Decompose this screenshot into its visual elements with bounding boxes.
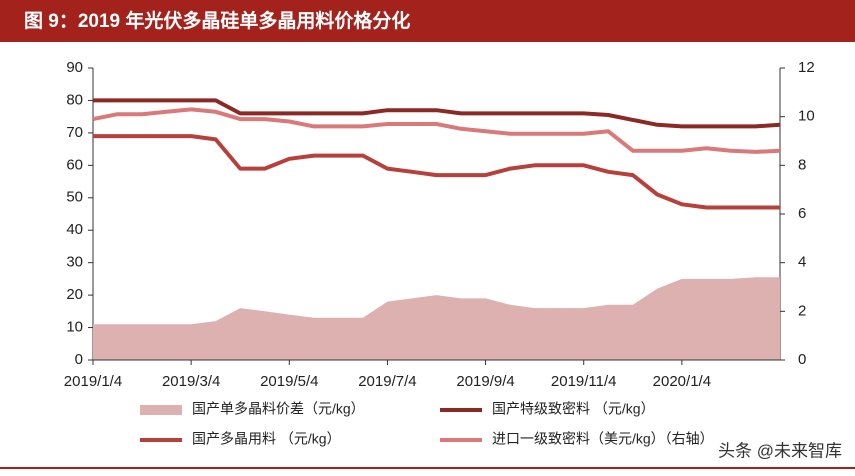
line [93, 134, 780, 210]
y2-tick-label: 0 [798, 351, 806, 368]
y-tick-label: 20 [66, 286, 83, 303]
y2-tick-label: 12 [798, 59, 815, 76]
x-tick-label: 2019/9/4 [456, 373, 514, 390]
chart-title: 图 9：2019 年光伏多晶硅单多晶用料价格分化 [24, 9, 410, 32]
y-tick-label: 0 [75, 351, 83, 368]
y2-tick-label: 2 [798, 302, 806, 319]
x-tick-label: 2019/1/4 [64, 373, 122, 390]
area [93, 277, 780, 360]
y-tick-label: 80 [66, 91, 83, 108]
x-tick-label: 2019/11/4 [551, 373, 617, 390]
y-tick-label: 30 [66, 254, 83, 271]
line [93, 98, 781, 129]
x-tick-label: 2020/1/4 [653, 373, 711, 390]
y-tick-label: 90 [66, 59, 83, 76]
title-bar [0, 0, 855, 42]
legend-label: 国产特级致密料 （元/kg） [492, 401, 655, 417]
x-tick-label: 2019/7/4 [358, 373, 416, 390]
y-tick-label: 50 [66, 189, 83, 206]
y-tick-label: 40 [66, 221, 83, 238]
x-tick-label: 2019/5/4 [260, 373, 318, 390]
watermark: 头条 @未来智库 [718, 441, 842, 460]
legend-label: 国产多晶用料 （元/kg） [192, 431, 341, 447]
y-tick-label: 60 [66, 156, 83, 173]
y2-tick-label: 8 [798, 156, 806, 173]
x-tick-label: 2019/3/4 [162, 373, 220, 390]
legend-label: 国产单多晶料价差（元/kg） [192, 401, 365, 417]
legend-label: 进口一级致密料（美元/kg）（右轴） [492, 431, 714, 447]
legend-swatch [140, 405, 182, 415]
y-tick-label: 10 [66, 319, 83, 336]
line [92, 107, 781, 154]
y-tick-label: 70 [66, 124, 83, 141]
y2-tick-label: 10 [798, 108, 815, 125]
y2-tick-label: 4 [798, 254, 806, 271]
y2-tick-label: 6 [798, 205, 806, 222]
